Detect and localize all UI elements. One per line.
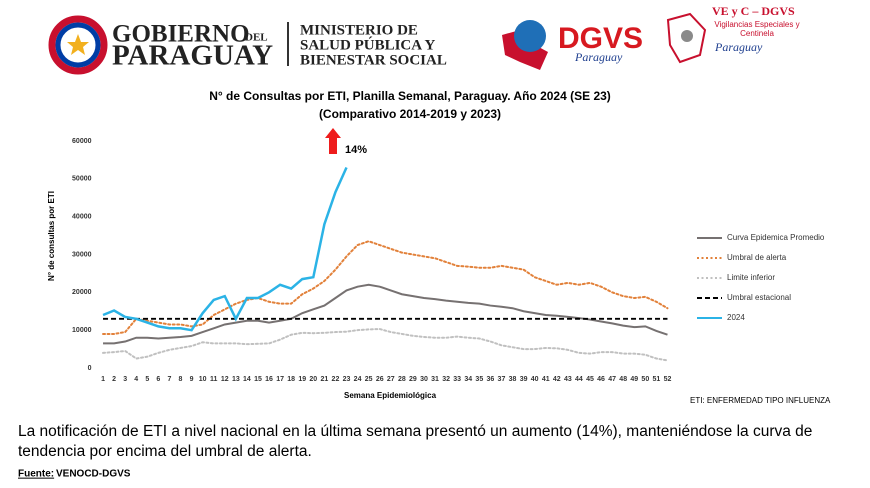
x-tick-label: 31 bbox=[431, 376, 439, 383]
body-text-2: tendencia por encima del umbral de alert… bbox=[18, 443, 312, 460]
series-line bbox=[103, 283, 668, 345]
vec-sub-2: Centinela bbox=[740, 29, 774, 38]
y-tick-label: 40000 bbox=[72, 214, 92, 221]
x-tick-label: 17 bbox=[276, 376, 284, 383]
x-tick-label: 47 bbox=[608, 376, 616, 383]
x-tick-label: 25 bbox=[365, 376, 373, 383]
x-tick-label: 38 bbox=[509, 376, 517, 383]
body-text-1: La notificación de ETI a nivel nacional … bbox=[18, 423, 812, 440]
x-tick-label: 44 bbox=[575, 376, 583, 383]
vec-place: Paraguay bbox=[714, 40, 763, 54]
x-tick-label: 46 bbox=[597, 376, 605, 383]
x-tick-label: 10 bbox=[199, 376, 207, 383]
x-tick-label: 22 bbox=[332, 376, 340, 383]
gov-del: DEL bbox=[245, 32, 268, 44]
x-tick-label: 15 bbox=[254, 376, 262, 383]
x-tick-label: 39 bbox=[520, 376, 528, 383]
legend-label: Umbral estacional bbox=[727, 293, 791, 302]
source: VENOCD-DGVS bbox=[56, 469, 131, 480]
x-tick-label: 29 bbox=[409, 376, 417, 383]
x-tick-label: 50 bbox=[641, 376, 649, 383]
x-tick-label: 19 bbox=[298, 376, 306, 383]
dgvs-logo: DGVS bbox=[558, 22, 643, 55]
x-tick-label: 7 bbox=[167, 376, 171, 383]
x-axis-label: Semana Epidemiológica bbox=[344, 391, 437, 400]
x-tick-label: 26 bbox=[376, 376, 384, 383]
vec-title: VE y C – DGVS bbox=[712, 4, 795, 18]
x-tick-label: 43 bbox=[564, 376, 572, 383]
annotation: 14% bbox=[345, 144, 367, 156]
x-tick-label: 52 bbox=[664, 376, 672, 383]
x-tick-label: 37 bbox=[498, 376, 506, 383]
chart-title: N° de Consultas por ETI, Planilla Semana… bbox=[209, 89, 611, 103]
series-line bbox=[102, 240, 669, 335]
x-tick-label: 4 bbox=[134, 376, 138, 383]
x-tick-label: 51 bbox=[653, 376, 661, 383]
vec-map bbox=[666, 12, 707, 64]
x-tick-label: 21 bbox=[320, 376, 328, 383]
y-tick-label: 20000 bbox=[72, 289, 92, 296]
x-tick-label: 11 bbox=[210, 376, 218, 383]
x-tick-label: 28 bbox=[398, 376, 406, 383]
chart-subtitle: (Comparativo 2014-2019 y 2023) bbox=[319, 107, 501, 121]
x-tick-label: 9 bbox=[190, 376, 194, 383]
x-tick-label: 45 bbox=[586, 376, 594, 383]
x-tick-label: 1 bbox=[101, 376, 105, 383]
x-tick-label: 33 bbox=[453, 376, 461, 383]
globe bbox=[514, 20, 546, 52]
up-arrow bbox=[325, 128, 341, 154]
x-tick-label: 2 bbox=[112, 376, 116, 383]
x-tick-label: 12 bbox=[221, 376, 229, 383]
x-tick-label: 24 bbox=[354, 376, 362, 383]
x-tick-label: 8 bbox=[179, 376, 183, 383]
x-tick-label: 27 bbox=[387, 376, 395, 383]
x-tick-label: 23 bbox=[343, 376, 351, 383]
x-tick-label: 14 bbox=[243, 376, 251, 383]
legend-label: Limite inferior bbox=[727, 273, 775, 282]
ministry-3: BIENESTAR SOCIAL bbox=[300, 52, 447, 68]
x-tick-label: 49 bbox=[630, 376, 638, 383]
dgvs-sub: Paraguay bbox=[574, 50, 623, 64]
seal-ring bbox=[55, 22, 101, 68]
x-tick-label: 41 bbox=[542, 376, 550, 383]
x-tick-label: 18 bbox=[287, 376, 295, 383]
gov-title-2: PARAGUAY bbox=[112, 40, 273, 72]
legend-label: Umbral de alerta bbox=[727, 253, 787, 262]
legend-label: 2024 bbox=[727, 313, 745, 322]
x-tick-label: 3 bbox=[123, 376, 127, 383]
x-tick-label: 16 bbox=[265, 376, 273, 383]
y-axis-label: N° de consultas por ETI bbox=[47, 191, 56, 281]
x-tick-label: 35 bbox=[475, 376, 483, 383]
x-tick-label: 20 bbox=[309, 376, 317, 383]
divider bbox=[287, 22, 289, 66]
legend-label: Curva Epidemica Promedio bbox=[727, 233, 825, 242]
x-tick-label: 36 bbox=[486, 376, 494, 383]
x-tick-label: 13 bbox=[232, 376, 240, 383]
series-line bbox=[102, 328, 669, 362]
x-tick-label: 48 bbox=[619, 376, 627, 383]
vec-sub-1: Vigilancias Especiales y bbox=[714, 20, 799, 29]
x-tick-label: 40 bbox=[531, 376, 539, 383]
x-tick-label: 42 bbox=[553, 376, 561, 383]
vec-icon bbox=[681, 30, 693, 42]
eti-note: ETI: ENFERMEDAD TIPO INFLUENZA bbox=[690, 396, 831, 405]
x-tick-label: 34 bbox=[464, 376, 472, 383]
source-label: Fuente: bbox=[18, 469, 54, 480]
y-tick-label: 10000 bbox=[72, 327, 92, 334]
y-tick-label: 0 bbox=[88, 365, 92, 372]
x-tick-label: 6 bbox=[156, 376, 160, 383]
ministry-2: SALUD PÚBLICA Y bbox=[300, 36, 435, 53]
ministry-1: MINISTERIO DE bbox=[300, 22, 418, 38]
x-tick-label: 5 bbox=[145, 376, 149, 383]
y-tick-label: 50000 bbox=[72, 176, 92, 183]
y-tick-label: 60000 bbox=[72, 138, 92, 145]
series-line bbox=[102, 166, 348, 332]
y-tick-label: 30000 bbox=[72, 251, 92, 258]
gov-title: GOBIERNO bbox=[112, 21, 250, 48]
star bbox=[67, 34, 89, 55]
x-tick-label: 32 bbox=[442, 376, 450, 383]
x-tick-label: 30 bbox=[420, 376, 428, 383]
